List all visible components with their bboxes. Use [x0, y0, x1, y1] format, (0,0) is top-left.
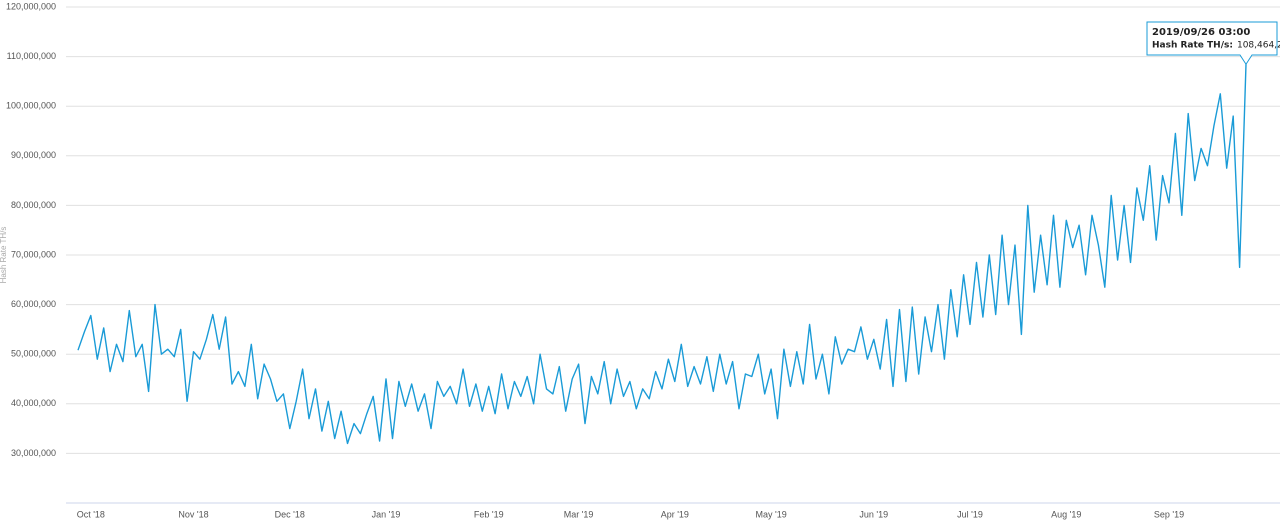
x-tick-label: Aug '19: [1051, 509, 1081, 519]
tooltip-value: 108,464,285: [1237, 41, 1280, 51]
tooltip-box: [1146, 21, 1278, 66]
x-tick-label: May '19: [755, 509, 786, 519]
x-tick-label: Apr '19: [661, 509, 689, 519]
x-tick-label: Sep '19: [1154, 509, 1184, 519]
tooltip-date: 2019/09/26 03:00: [1152, 27, 1250, 38]
y-axis-label: Hash Rate TH/s: [0, 227, 8, 284]
x-tick-label: Jun '19: [859, 509, 888, 519]
y-tick-label: 30,000,000: [11, 448, 56, 458]
y-tick-label: 100,000,000: [6, 101, 56, 111]
y-tick-label: 70,000,000: [11, 249, 56, 259]
y-tick-label: 60,000,000: [11, 299, 56, 309]
y-tick-label: 80,000,000: [11, 200, 56, 210]
x-tick-label: Jul '19: [957, 509, 983, 519]
line-series: [77, 64, 1247, 445]
x-tick-label: Mar '19: [564, 509, 594, 519]
y-tick-label: 90,000,000: [11, 150, 56, 160]
x-tick-label: Oct '18: [77, 509, 105, 519]
x-tick-label: Nov '18: [178, 509, 208, 519]
x-tick-label: Feb '19: [474, 509, 504, 519]
y-tick-label: 50,000,000: [11, 349, 56, 359]
y-tick-label: 40,000,000: [11, 398, 56, 408]
tooltip-label: Hash Rate TH/s:: [1152, 41, 1233, 51]
tooltip: 2019/09/26 03:00 Hash Rate TH/s: 108,464,2…: [1146, 21, 1280, 66]
y-tick-label: 120,000,000: [6, 1, 56, 11]
x-tick-label: Dec '18: [275, 509, 305, 519]
x-tick-label: Jan '19: [372, 509, 401, 519]
y-tick-label: 110,000,000: [7, 51, 56, 61]
